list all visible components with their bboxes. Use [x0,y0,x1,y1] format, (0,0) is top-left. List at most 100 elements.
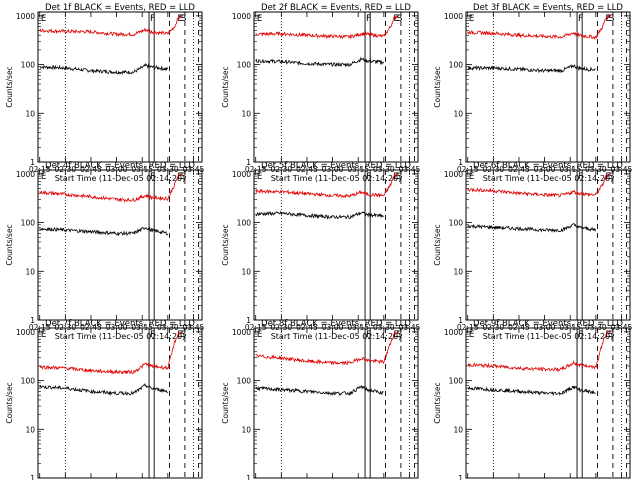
marker-label: F [366,172,371,182]
marker-label: F [366,14,371,24]
panel-title: Det 4f BLACK = Events, RED = LLD [45,161,195,171]
marker-label: E [605,330,611,340]
marker-label: S [181,14,187,24]
panel-title: Det 8f BLACK = Events, RED = LLD [261,319,411,329]
x-axis-label: Start Time (11-Dec-05 02:14:20) [483,174,614,183]
y-tick-label: 100 [449,61,464,70]
y-tick-label: 1000 [232,170,251,179]
y-tick-label: 100 [21,61,36,70]
y-tick-label: 1000 [16,328,35,337]
panel-det-4: Det 4f BLACK = Events, RED = LLD 1 10 100 10… [5,161,204,341]
y-tick-label: 1000 [16,170,35,179]
plot-frame [253,169,419,321]
marker-label: E [41,14,47,24]
panel-title: Det 3f BLACK = Events, RED = LLD [473,3,623,13]
y-tick-label: 1 [30,316,35,325]
plot-frame [465,327,631,479]
y-tick-label: 1 [458,316,463,325]
marker-label: S [181,172,187,182]
y-tick-label: 10 [241,425,251,434]
y-tick-label: 100 [237,219,252,228]
y-tick-label: 10 [453,425,463,434]
y-axis-label: Counts/sec [433,66,442,107]
panel-det-2: Det 2f BLACK = Events, RED = LLD 1 10 100 10… [221,3,420,183]
marker-label: F [366,330,371,340]
y-tick-label: 1 [246,158,251,167]
x-axis-label: Start Time (11-Dec-05 02:14:20) [55,174,186,183]
plot-frame [253,11,419,163]
x-axis-label: Start Time (11-Dec-05 02:14:20) [271,332,402,341]
x-axis-label: Start Time (11-Dec-05 02:14:20) [55,332,186,341]
marker-label: E [257,14,263,24]
marker-label: F [150,330,155,340]
marker-label: E [177,172,183,182]
plot-frame [253,327,419,479]
y-tick-label: 1000 [444,328,463,337]
marker-label: E [393,330,399,340]
marker-label: S [609,330,615,340]
lld-series-line [39,331,182,375]
events-series-line [39,226,169,237]
marker-label: E [469,330,475,340]
y-axis-label: Counts/sec [221,224,230,265]
y-tick-label: 10 [25,425,35,434]
panel-det-8: Det 8f BLACK = Events, RED = LLD 1 10 100 10… [221,319,419,480]
panel-title: Det 9f BLACK = Events, RED = LLD [473,319,623,329]
marker-label: F [578,172,583,182]
y-tick-label: 10 [25,267,35,276]
y-tick-label: 10 [453,267,463,276]
marker-label: E [177,330,183,340]
marker-label: E [469,172,475,182]
y-axis-label: Counts/sec [221,66,230,107]
panel-det-1: Det 1f BLACK = Events, RED = LLD 1 10 100 10… [5,3,204,183]
events-series-line [255,384,384,396]
lld-series-line [39,173,182,203]
marker-label: S [397,330,403,340]
marker-label: S [609,172,615,182]
x-axis-label: Start Time (11-Dec-05 02:14:20) [483,332,614,341]
marker-label: E [41,330,47,340]
plot-frame [37,169,203,321]
lld-series-line [467,330,610,373]
y-tick-label: 1 [458,158,463,167]
events-series-line [39,383,168,396]
events-series-line [39,62,169,76]
plot-frame [37,11,203,163]
marker-label: F [150,14,155,24]
panel-det-5: Det 5f BLACK = Events, RED = LLD 1 10 100 10… [221,161,420,341]
y-axis-label: Counts/sec [5,224,14,265]
y-tick-label: 1000 [232,12,251,21]
lld-series-line [255,331,398,366]
y-tick-label: 10 [241,267,251,276]
marker-label: S [397,172,403,182]
panel-title: Det 7f BLACK = Events, RED = LLD [45,319,195,329]
panel-title: Det 5f BLACK = Events, RED = LLD [261,161,411,171]
x-axis-label: Start Time (11-Dec-05 02:14:20) [271,174,402,183]
marker-label: E [257,172,263,182]
marker-label: S [397,14,403,24]
y-axis-label: Counts/sec [5,382,14,423]
marker-label: E [41,172,47,182]
y-tick-label: 1 [30,158,35,167]
marker-label: F [150,172,155,182]
lld-series-line [255,15,398,40]
y-tick-label: 1000 [444,170,463,179]
panel-det-3: Det 3f BLACK = Events, RED = LLD 1 10 100 10… [433,3,632,183]
y-axis-label: Counts/sec [433,382,442,423]
plot-frame [465,11,631,163]
y-tick-label: 100 [449,377,464,386]
panel-det-9: Det 9f BLACK = Events, RED = LLD 1 10 100 10… [433,319,631,480]
y-tick-label: 1000 [232,328,251,337]
y-tick-label: 10 [453,109,463,118]
plot-frame [37,327,203,479]
events-series-line [467,223,597,233]
y-tick-label: 1 [246,474,251,480]
marker-label: S [181,330,187,340]
y-axis-label: Counts/sec [433,224,442,265]
events-series-line [255,210,385,220]
y-tick-label: 100 [21,219,36,228]
marker-label: E [469,14,475,24]
events-series-line [467,385,596,397]
marker-label: E [605,172,611,182]
events-series-line [255,56,385,68]
